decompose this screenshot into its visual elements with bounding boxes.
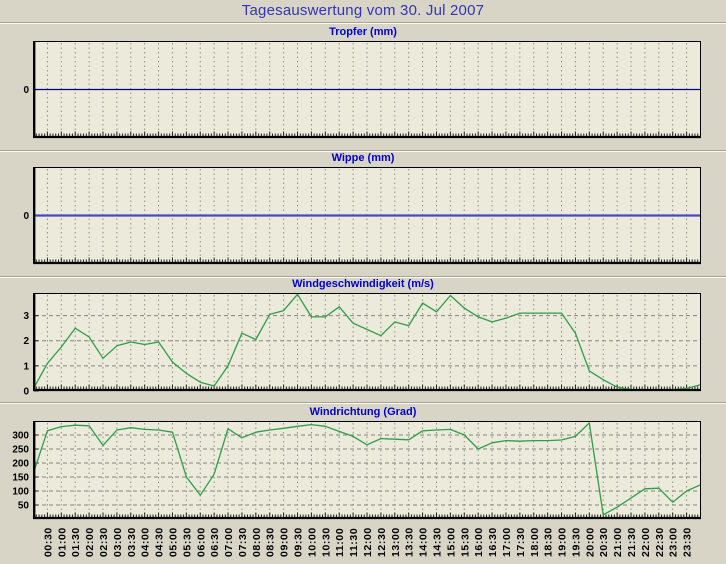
series-line-3	[32, 422, 701, 516]
y-axis-label: 0	[23, 387, 29, 398]
y-axis-labels: 50 100 150 200 250 300	[12, 431, 29, 512]
panel-plot-0: 0	[23, 41, 701, 139]
x-axis-label: 09:00	[279, 527, 291, 557]
x-axis-label: 00:30	[42, 527, 54, 557]
page-title: Tagesauswertung vom 30. Jul 2007	[241, 2, 485, 19]
horizontal-gridlines	[35, 434, 699, 506]
x-axis-label: 18:30	[543, 527, 555, 557]
y-axis-labels: 0	[23, 85, 29, 96]
y-axis-label: 3	[23, 311, 29, 322]
x-axis-label: 13:30	[404, 527, 416, 557]
panel-title-windrichtung: Windrichtung (Grad)	[309, 406, 417, 418]
x-axis-label: 15:00	[445, 527, 457, 557]
x-axis-label: 08:30	[265, 527, 277, 557]
x-axis-label: 04:30	[154, 527, 166, 557]
x-axis-label: 20:30	[598, 527, 610, 557]
x-axis-label: 14:30	[431, 527, 443, 557]
x-axis-label: 17:00	[501, 527, 513, 557]
x-axis-labels: 00:30 01:00 01:30 02:00 02:30 03:00 03:30 04:00…	[42, 527, 693, 557]
x-axis-label: 16:00	[473, 527, 485, 557]
y-axis-label: 200	[12, 459, 29, 470]
y-axis-labels: 0 1 2 3	[23, 311, 29, 397]
panel-title-wippe: Wippe (mm)	[331, 152, 395, 164]
y-axis-labels: 0	[23, 211, 29, 222]
x-axis-label: 07:00	[223, 527, 235, 557]
y-axis-label: 0	[23, 85, 29, 96]
y-axis-label: 150	[12, 473, 29, 484]
x-axis-label: 07:30	[237, 527, 249, 557]
x-axis-label: 19:00	[557, 527, 569, 557]
x-axis-label: 11:30	[348, 528, 360, 557]
x-axis-label: 14:00	[418, 527, 430, 557]
x-axis-label: 09:30	[293, 527, 305, 557]
panel-title-windgeschwindigkeit: Windgeschwindigkeit (m/s)	[292, 278, 434, 290]
x-axis-label: 10:30	[320, 527, 332, 557]
x-axis-label: 03:30	[126, 527, 138, 557]
panel-plot-3: 50 100 150 200 250 300	[12, 421, 701, 520]
x-axis-label: 18:00	[529, 527, 541, 557]
y-axis-label: 250	[12, 445, 29, 456]
x-axis-label: 03:00	[112, 527, 124, 557]
x-axis-label: 23:30	[682, 527, 694, 557]
x-axis-label: 12:00	[362, 527, 374, 557]
x-axis-label: 22:00	[640, 527, 652, 557]
x-axis-label: 13:00	[390, 527, 402, 557]
x-axis-label: 05:00	[167, 527, 179, 557]
y-axis-label: 1	[23, 361, 29, 372]
panel-divider	[0, 402, 726, 404]
x-axis-label: 01:00	[56, 527, 68, 557]
x-axis-label: 01:30	[70, 527, 82, 557]
x-axis-label: 04:00	[140, 527, 152, 557]
x-axis-label: 21:30	[626, 527, 638, 557]
x-axis-label: 02:30	[98, 527, 110, 557]
series-line-2	[32, 293, 701, 391]
panel-plot-1: 0	[23, 167, 701, 265]
x-axis-label: 16:30	[487, 527, 499, 557]
panel-plot-2: 0 1 2 3	[23, 293, 701, 398]
x-axis-label: 05:30	[181, 527, 193, 557]
x-axis-label: 15:30	[459, 527, 471, 557]
x-axis-label: 17:30	[515, 527, 527, 557]
y-axis-label: 2	[23, 336, 29, 347]
x-axis-label: 10:00	[306, 527, 318, 557]
x-axis-label: 22:30	[654, 527, 666, 557]
x-axis-label: 08:00	[251, 527, 263, 557]
x-axis-label: 20:00	[584, 527, 596, 557]
y-axis-label: 100	[12, 487, 29, 498]
horizontal-gridlines	[35, 315, 699, 367]
x-axis-label: 12:30	[376, 527, 388, 557]
x-axis-label: 06:30	[209, 527, 221, 557]
y-axis-label: 50	[18, 501, 30, 512]
header-divider	[0, 22, 726, 24]
x-axis-label: 06:00	[195, 527, 207, 557]
y-axis-label: 300	[12, 431, 29, 442]
x-axis-label: 11:00	[334, 528, 346, 557]
y-axis-label: 0	[23, 211, 29, 222]
panel-divider	[0, 150, 726, 152]
panel-divider	[0, 276, 726, 278]
panel-title-tropfer: Tropfer (mm)	[329, 26, 397, 38]
x-axis-label: 21:00	[612, 527, 624, 557]
x-axis-label: 23:00	[668, 527, 680, 557]
x-axis-label: 02:00	[84, 527, 96, 557]
x-axis-label: 19:30	[570, 527, 582, 557]
